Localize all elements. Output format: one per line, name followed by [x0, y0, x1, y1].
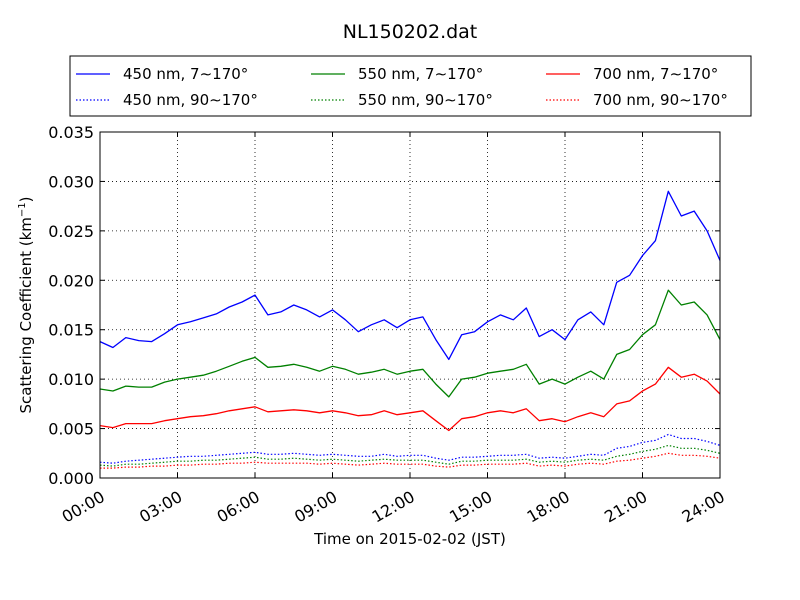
y-tick-label: 0.015 — [48, 321, 94, 340]
y-tick-label: 0.025 — [48, 222, 94, 241]
legend-label-0: 450 nm, 7∼170° — [123, 65, 248, 83]
legend-label-4: 550 nm, 90∼170° — [358, 91, 493, 109]
y-tick-label: 0.000 — [48, 469, 94, 488]
legend-label-2: 700 nm, 7∼170° — [593, 65, 718, 83]
y-tick-label: 0.030 — [48, 172, 94, 191]
y-axis-label-end: ) — [17, 196, 35, 202]
series-line-1 — [99, 289, 721, 398]
y-tick-label: 0.010 — [48, 370, 94, 389]
chart-title: NL150202.dat — [343, 21, 478, 43]
y-axis-label-main: Scattering Coefficient (km — [17, 217, 35, 413]
y-tick-label: 0.020 — [48, 271, 94, 290]
legend-label-5: 700 nm, 90∼170° — [593, 91, 728, 109]
series-line-2 — [99, 366, 721, 432]
y-tick-label: 0.005 — [48, 420, 94, 439]
y-tick-label: 0.035 — [48, 123, 94, 142]
y-axis-label: Scattering Coefficient (km−1) — [17, 196, 35, 413]
grid — [100, 132, 720, 478]
plot-area — [99, 190, 721, 469]
legend-label-3: 450 nm, 90∼170° — [123, 91, 258, 109]
y-axis-label-sup: −1 — [17, 202, 28, 217]
series-line-0 — [99, 190, 721, 361]
x-axis-label: Time on 2015-02-02 (JST) — [313, 530, 506, 548]
series-line-5 — [100, 452, 721, 469]
legend-box — [69, 55, 752, 117]
legend: 450 nm, 7∼170° 550 nm, 7∼170° 700 nm, 7∼17… — [69, 55, 752, 117]
legend-label-1: 550 nm, 7∼170° — [358, 65, 483, 83]
series-line-3 — [99, 433, 721, 464]
